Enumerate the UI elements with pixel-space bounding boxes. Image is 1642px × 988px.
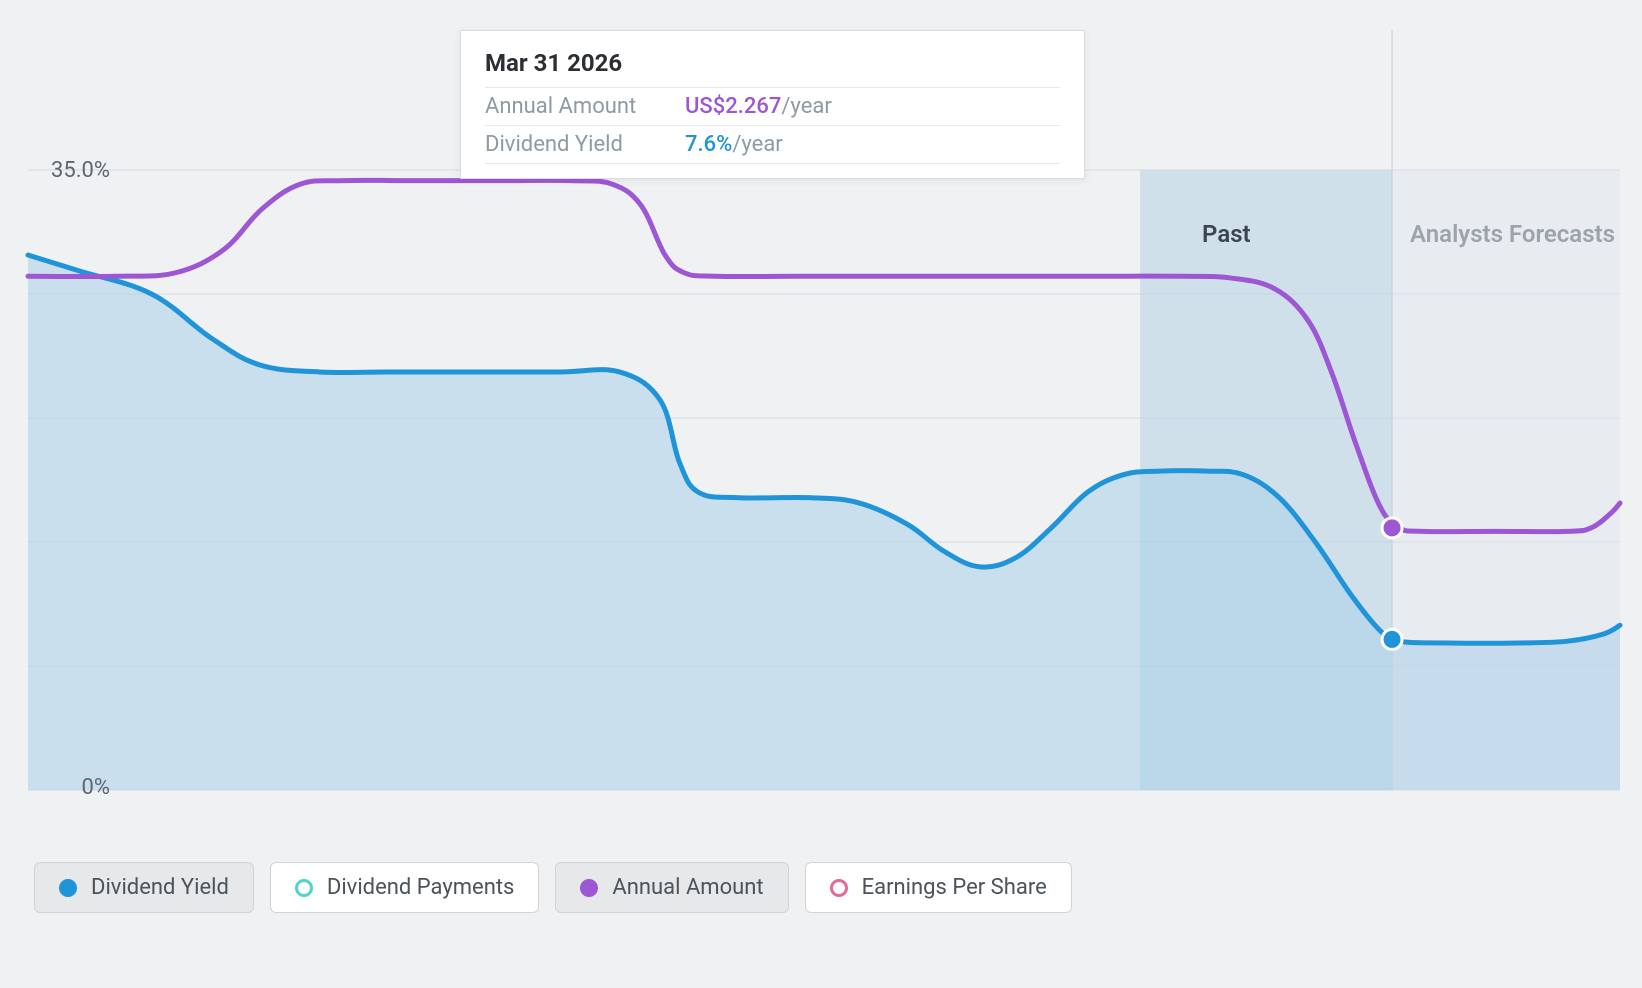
chart-tooltip: Mar 31 2026 Annual AmountUS$2.267/yearDi… <box>460 30 1085 179</box>
legend-item[interactable]: Dividend Yield <box>34 862 254 913</box>
legend-item-label: Dividend Yield <box>91 875 229 900</box>
legend-item[interactable]: Earnings Per Share <box>805 862 1072 913</box>
tooltip-row: Dividend Yield7.6%/year <box>485 125 1060 164</box>
tooltip-date: Mar 31 2026 <box>485 49 1060 77</box>
legend-item[interactable]: Dividend Payments <box>270 862 540 913</box>
legend-item[interactable]: Annual Amount <box>555 862 788 913</box>
y-axis-label-min: 0% <box>40 775 110 800</box>
legend-marker-icon <box>580 879 598 897</box>
dividend-chart: 35.0% 0% 2022202320242025202620272028 Pa… <box>0 0 1642 988</box>
region-label-forecasts: Analysts Forecasts <box>1410 220 1615 248</box>
tooltip-row-label: Annual Amount <box>485 94 685 119</box>
tooltip-row: Annual AmountUS$2.267/year <box>485 87 1060 125</box>
tooltip-row-unit: /year <box>732 132 782 157</box>
tooltip-row-unit: /year <box>781 94 831 119</box>
region-label-past: Past <box>1202 220 1251 248</box>
y-axis-label-max: 35.0% <box>40 158 110 183</box>
chart-legend: Dividend Yield Dividend Payments Annual Am… <box>34 862 1072 913</box>
tooltip-row-label: Dividend Yield <box>485 132 685 157</box>
legend-item-label: Dividend Payments <box>327 875 515 900</box>
legend-marker-icon <box>830 879 848 897</box>
legend-marker-icon <box>295 879 313 897</box>
tooltip-row-value: US$2.267 <box>685 94 781 119</box>
legend-marker-icon <box>59 879 77 897</box>
tooltip-row-value: 7.6% <box>685 132 732 157</box>
legend-item-label: Earnings Per Share <box>862 875 1047 900</box>
legend-item-label: Annual Amount <box>612 875 763 900</box>
